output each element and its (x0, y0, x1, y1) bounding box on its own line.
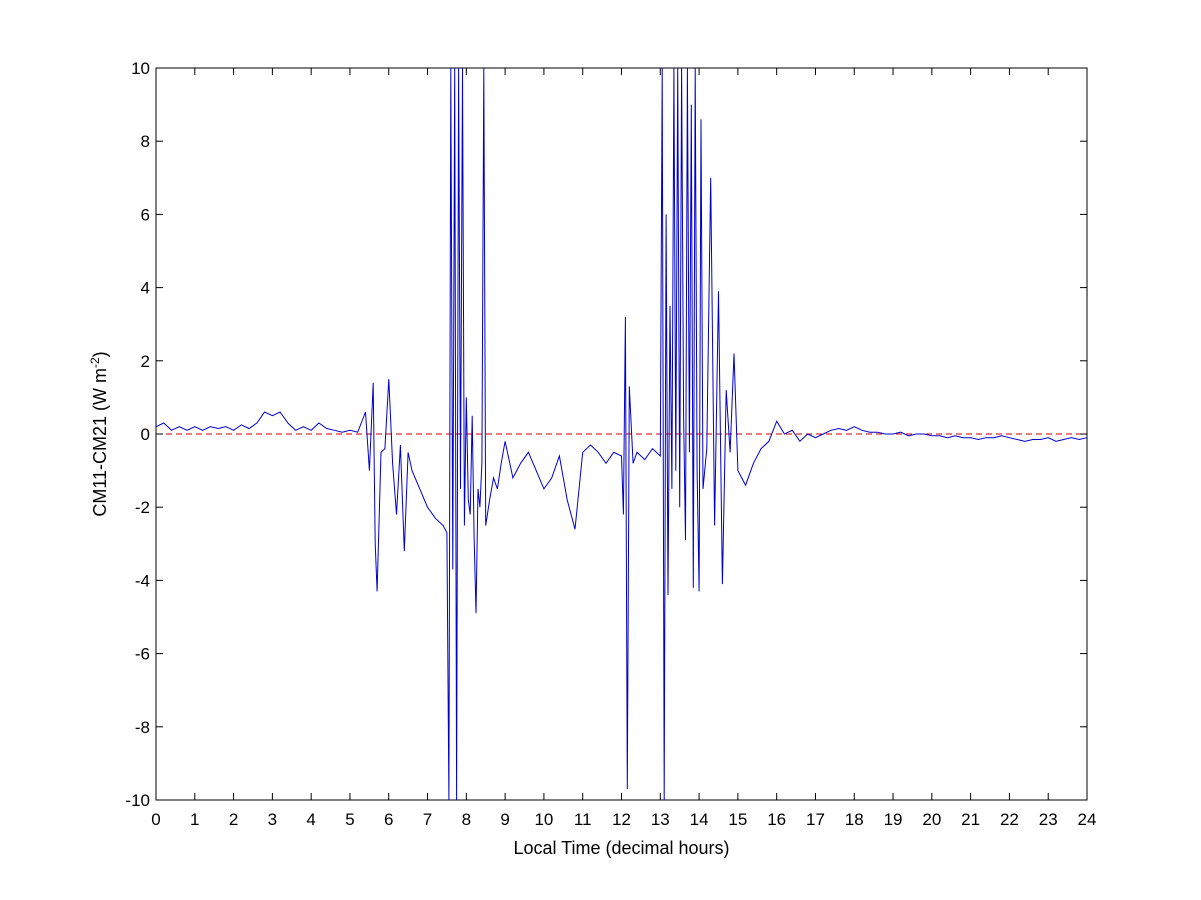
x-tick-label: 2 (229, 810, 238, 829)
x-axis: 0 1 2 3 4 5 6 7 8 9 10 11 12 13 14 15 16 17 18 19 20 21 22 23 24 (151, 68, 1096, 829)
y-axis-label-main: CM11-CM21 (W m (90, 368, 110, 517)
x-tick-label: 16 (767, 810, 786, 829)
y-tick-label: -6 (135, 645, 150, 664)
y-tick-label: 0 (141, 425, 150, 444)
x-tick-label: 15 (728, 810, 747, 829)
x-tick-label: 22 (1000, 810, 1019, 829)
x-tick-label: 18 (845, 810, 864, 829)
y-axis-label: CM11-CM21 (W m-2) (88, 351, 110, 516)
y-tick-label: -8 (135, 718, 150, 737)
x-tick-label: 4 (306, 810, 315, 829)
x-tick-label: 6 (384, 810, 393, 829)
data-series-line (155, 67, 1088, 801)
x-tick-label: 10 (534, 810, 553, 829)
x-tick-label: 9 (500, 810, 509, 829)
y-tick-label: 10 (131, 59, 150, 78)
x-tick-label: 13 (651, 810, 670, 829)
y-axis-label-superscript: -2 (88, 357, 102, 368)
x-tick-label: 0 (151, 810, 160, 829)
y-axis: -10 -8 -6 -4 -2 0 2 4 6 8 10 (125, 59, 1087, 810)
x-tick-label: 8 (462, 810, 471, 829)
x-tick-label: 23 (1039, 810, 1058, 829)
x-tick-label: 19 (884, 810, 903, 829)
x-tick-label: 5 (345, 810, 354, 829)
x-tick-label: 1 (190, 810, 199, 829)
y-tick-label: 8 (141, 132, 150, 151)
y-tick-label: -2 (135, 498, 150, 517)
x-tick-label: 14 (690, 810, 709, 829)
x-tick-label: 24 (1078, 810, 1097, 829)
x-tick-label: 11 (574, 810, 592, 829)
y-tick-label: 4 (141, 279, 150, 298)
x-tick-label: 17 (806, 810, 825, 829)
y-tick-label: -10 (125, 791, 150, 810)
x-tick-label: 21 (961, 810, 980, 829)
x-tick-label: 3 (268, 810, 277, 829)
x-axis-label: Local Time (decimal hours) (513, 838, 729, 858)
y-tick-label: -4 (135, 571, 150, 590)
x-tick-label: 20 (922, 810, 941, 829)
y-tick-label: 2 (141, 352, 150, 371)
x-tick-label: 7 (423, 810, 432, 829)
y-axis-label-close: ) (90, 351, 110, 357)
y-tick-label: 6 (141, 205, 150, 224)
x-tick-label: 12 (612, 810, 631, 829)
